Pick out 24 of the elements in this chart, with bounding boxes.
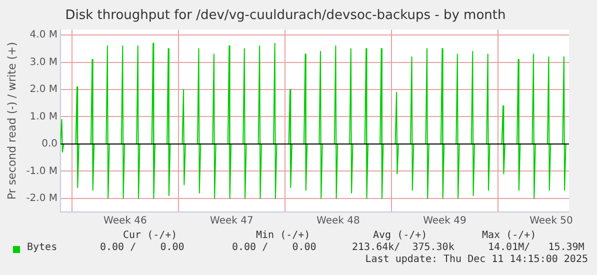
y-tick-label: 2.0 M	[30, 84, 58, 96]
text: Min (-/+)	[256, 230, 310, 241]
x-tick-label: Week 49	[423, 216, 466, 227]
legend-label: Bytes	[27, 242, 58, 253]
y-tick-label: 0.0	[42, 138, 58, 150]
y-tick-label: 4.0 M	[30, 30, 58, 41]
text: Last update: Thu Dec 11 14:15:00 2025	[365, 254, 588, 265]
y-tick-label: -1.0 M	[26, 166, 58, 177]
y-axis-title: Pr second read (-) / write (+)	[5, 42, 18, 200]
text: 0.00 / 0.00	[100, 242, 184, 253]
x-tick-label: Week 50	[530, 216, 573, 227]
x-tick-label: Week 46	[104, 216, 147, 227]
text: 213.64k/ 375.30k	[352, 242, 454, 253]
text: Max (-/+)	[482, 230, 536, 241]
text: Cur (-/+)	[123, 230, 178, 241]
x-tick-label: Week 48	[316, 216, 360, 227]
chart-title: Disk throughput for /dev/vg-cuuldurach/devsoc-backups - by month	[65, 8, 506, 24]
text: 14.01M/ 15.39M	[488, 242, 584, 253]
y-tick-label: 3.0 M	[30, 56, 58, 68]
text: 0.00 / 0.00	[232, 242, 316, 253]
y-tick-label: 1.0 M	[30, 111, 58, 122]
y-tick-label: -2.0 M	[26, 192, 58, 204]
x-tick-label: Week 47	[210, 216, 254, 227]
text: Avg (-/+)	[373, 230, 428, 241]
